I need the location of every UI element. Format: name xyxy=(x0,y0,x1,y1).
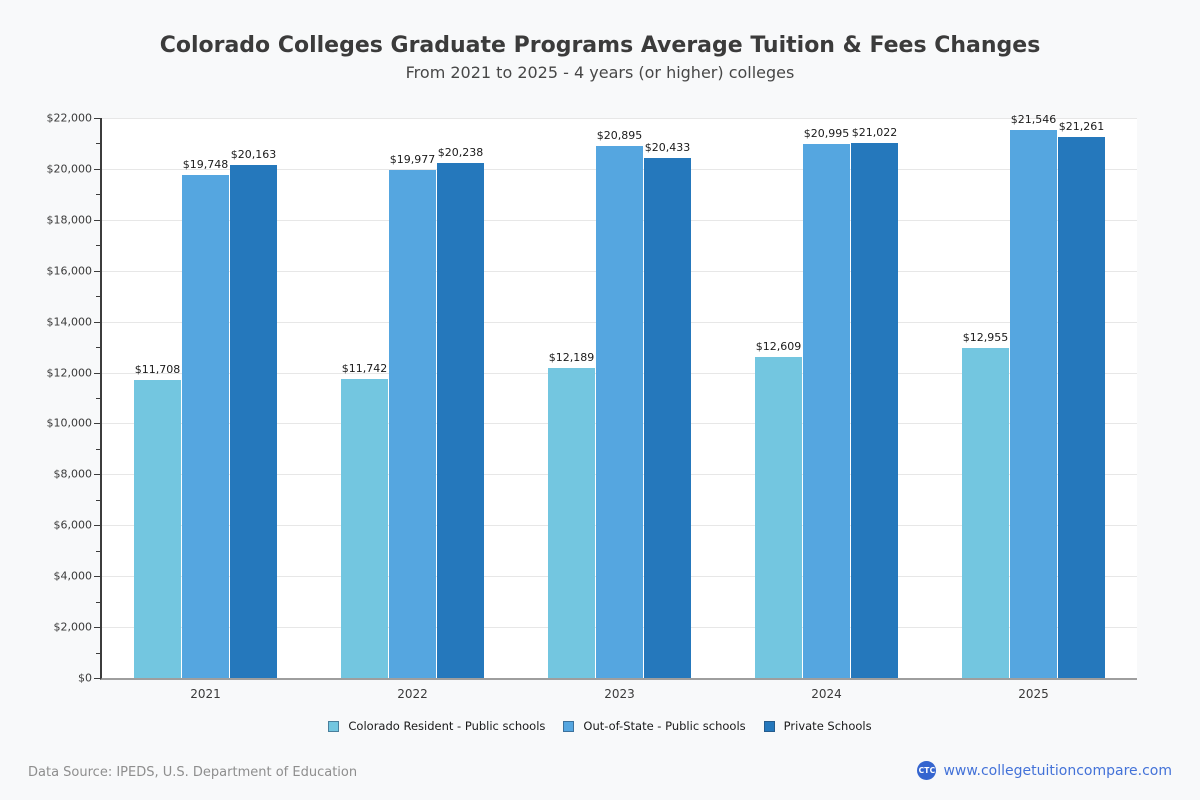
legend-item: Private Schools xyxy=(763,719,872,733)
legend-label: Private Schools xyxy=(783,719,872,733)
bar-value-label: $21,546 xyxy=(1010,112,1057,126)
y-tick-label: $10,000 xyxy=(46,416,93,430)
bar xyxy=(548,367,595,678)
y-axis-tick xyxy=(96,550,100,552)
x-tick-label: 2022 xyxy=(397,687,428,701)
y-tick-label: $2,000 xyxy=(53,620,93,634)
y-axis-tick xyxy=(94,423,100,425)
y-tick-label: $16,000 xyxy=(46,264,93,278)
legend-label: Colorado Resident - Public schools xyxy=(348,719,546,733)
y-axis-tick xyxy=(94,372,100,374)
x-tick-label: 2025 xyxy=(1018,687,1049,701)
y-tick-label: $22,000 xyxy=(46,111,93,125)
bar xyxy=(644,157,691,678)
y-axis-tick xyxy=(94,321,100,323)
bar-value-label: $20,895 xyxy=(596,129,643,143)
bar-value-label: $20,995 xyxy=(803,126,850,140)
bar xyxy=(437,162,484,678)
legend-item: Out-of-State - Public schools xyxy=(563,719,746,733)
y-tick-label: $20,000 xyxy=(46,162,93,176)
bar-value-label: $12,189 xyxy=(548,350,595,364)
legend-label: Out-of-State - Public schools xyxy=(583,719,746,733)
bar xyxy=(182,175,229,678)
y-axis-tick xyxy=(96,652,100,654)
y-axis-tick xyxy=(94,168,100,170)
bar-value-label: $21,022 xyxy=(851,125,898,139)
legend-item: Colorado Resident - Public schools xyxy=(328,719,545,733)
bar xyxy=(803,143,850,678)
bar-value-label: $11,742 xyxy=(341,362,388,376)
y-tick-label: $8,000 xyxy=(53,467,93,481)
chart-subtitle: From 2021 to 2025 - 4 years (or higher) … xyxy=(405,63,795,82)
y-axis-tick xyxy=(94,627,100,629)
y-axis-tick xyxy=(94,678,100,679)
bar-value-label: $20,238 xyxy=(437,145,484,159)
y-axis-tick xyxy=(94,118,100,119)
y-tick-label: $12,000 xyxy=(46,366,93,380)
bar-value-label: $12,609 xyxy=(755,340,802,354)
y-axis-tick xyxy=(96,499,100,501)
chart-title: Colorado Colleges Graduate Programs Aver… xyxy=(159,33,1041,58)
footer-source: Data Source: IPEDS, U.S. Department of E… xyxy=(28,765,358,780)
legend-swatch-icon xyxy=(763,720,775,732)
bar-value-label: $20,433 xyxy=(644,140,691,154)
y-axis-tick xyxy=(96,194,100,196)
y-tick-label: $18,000 xyxy=(46,213,93,227)
y-axis-tick xyxy=(94,219,100,221)
legend-swatch-icon xyxy=(563,720,575,732)
bar xyxy=(341,379,388,678)
website-url: www.collegetuitioncompare.com xyxy=(943,762,1172,779)
bar-value-label: $21,261 xyxy=(1058,119,1105,133)
y-axis-tick xyxy=(96,296,100,298)
bar xyxy=(962,348,1009,678)
y-tick-label: $4,000 xyxy=(53,569,93,583)
legend: Colorado Resident - Public schools Out-of… xyxy=(0,719,1200,733)
bar-value-label: $20,163 xyxy=(230,147,277,161)
y-axis-tick xyxy=(96,601,100,603)
bar xyxy=(389,169,436,678)
y-tick-label: $0 xyxy=(78,671,92,685)
y-axis-tick xyxy=(94,576,100,578)
bar xyxy=(755,357,802,678)
website-link[interactable]: CTC www.collegetuitioncompare.com xyxy=(917,761,1172,780)
y-axis-tick xyxy=(96,143,100,145)
plot-area: $0 $2,000 $4,000 $6,000 $8,000 $10,000 $12,000… xyxy=(47,112,1137,701)
y-axis-tick xyxy=(94,270,100,272)
x-tick-label: 2023 xyxy=(604,687,635,701)
gridline xyxy=(102,118,1137,119)
bar xyxy=(230,164,277,678)
bar-value-label: $19,748 xyxy=(182,158,229,172)
y-axis-tick xyxy=(96,398,100,399)
bar xyxy=(134,379,181,678)
y-axis-tick xyxy=(94,474,100,476)
bar xyxy=(851,142,898,678)
bar-value-label: $11,708 xyxy=(134,362,181,376)
ctc-logo-icon: CTC xyxy=(917,761,937,780)
legend-swatch-icon xyxy=(328,720,340,732)
y-axis-tick xyxy=(96,448,100,450)
bar-value-label: $12,955 xyxy=(962,331,1009,345)
bar xyxy=(1010,129,1057,678)
y-tick-label: $14,000 xyxy=(46,315,93,329)
bar xyxy=(1058,136,1105,678)
x-tick-label: 2024 xyxy=(811,687,842,701)
y-axis-tick xyxy=(96,347,100,349)
bar-value-label: $19,977 xyxy=(389,152,436,166)
y-axis-tick xyxy=(94,525,100,527)
y-tick-label: $6,000 xyxy=(53,518,93,532)
x-tick-label: 2021 xyxy=(190,687,221,701)
y-axis-tick xyxy=(96,245,100,247)
bar xyxy=(596,146,643,678)
